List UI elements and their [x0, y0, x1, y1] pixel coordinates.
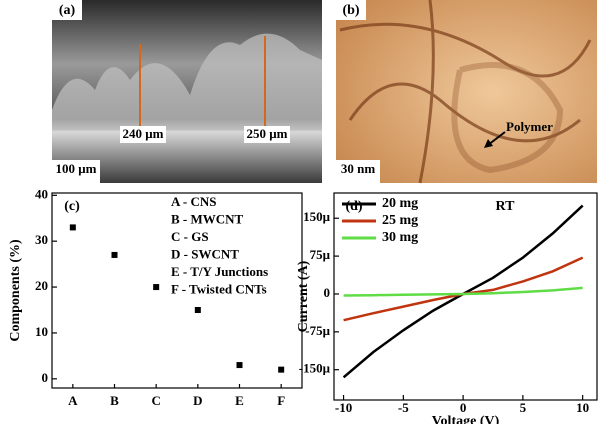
- series-line: [343, 286, 583, 297]
- scale-bar-label: 30 nm: [341, 161, 375, 176]
- y-tick-label: 10: [35, 324, 48, 339]
- y-tick-label: -75μ: [305, 323, 330, 338]
- x-tick-label: 5: [520, 400, 527, 415]
- legend-text: E - T/Y Junctions: [171, 264, 268, 279]
- point: [153, 284, 160, 291]
- x-tick-label: B: [110, 393, 119, 408]
- label-box: [244, 126, 290, 143]
- legend-label: 30 mg: [382, 230, 418, 245]
- nanotube: [418, 0, 435, 184]
- scale-bar-box: [336, 160, 380, 183]
- legend-text: C - GS: [171, 229, 209, 244]
- y-tick-label: 75μ: [310, 247, 331, 262]
- point: [278, 366, 285, 373]
- panel-label: (c): [64, 199, 80, 214]
- label-box: [52, 0, 82, 20]
- x-tick-label: 10: [576, 400, 589, 415]
- x-tick-label: F: [277, 393, 285, 408]
- panel-label: (b): [342, 3, 359, 18]
- x-tick-label: -5: [398, 400, 409, 415]
- y-tick-label: 0: [324, 285, 331, 300]
- plot-frame: [333, 192, 598, 401]
- arrowhead: [484, 139, 493, 148]
- micrograph-b: (b) Polymer 30 nm: [336, 0, 597, 184]
- x-tick-label: E: [235, 393, 244, 408]
- nanotube: [339, 22, 592, 78]
- y-tick-label: 40: [35, 186, 48, 201]
- series-line: [343, 256, 584, 322]
- x-tick-label: C: [151, 393, 160, 408]
- x-tick-label: A: [68, 393, 78, 408]
- legend-label: 25 mg: [382, 213, 418, 228]
- y-tick-label: 20: [35, 278, 48, 293]
- y-tick-label: -150μ: [299, 361, 331, 376]
- scale-bar-label: 100 μm: [56, 161, 97, 176]
- annotation: 250 μm: [247, 126, 288, 141]
- panel-label: (a): [59, 3, 76, 18]
- x-axis-label: Voltage (V): [432, 414, 500, 424]
- annotation: 240 μm: [123, 126, 164, 141]
- annotation: Polymer: [506, 119, 553, 134]
- scale-bar-box: [52, 160, 100, 183]
- arrow: [487, 131, 506, 146]
- label-box: [336, 0, 366, 20]
- point: [236, 362, 243, 369]
- y-axis-label: Current (A): [296, 260, 311, 332]
- legend-text: B - MWCNT: [171, 211, 244, 226]
- x-tick-label: D: [193, 393, 202, 408]
- nanotube: [348, 82, 581, 143]
- y-tick-label: 0: [42, 370, 49, 385]
- polymer-ring: [451, 62, 564, 174]
- label-box: [120, 126, 166, 143]
- point: [194, 307, 201, 313]
- legend-text: A - CNS: [171, 194, 217, 209]
- plot-frame: [51, 192, 303, 389]
- x-tick-label: -10: [335, 400, 352, 415]
- panel-label: (d): [345, 199, 362, 214]
- cnt-forest: [52, 33, 322, 130]
- micrograph-a: (a) 240 μm 250 μm 100 μm: [52, 0, 322, 183]
- point: [111, 251, 118, 258]
- point: [69, 224, 76, 231]
- legend-text: D - SWCNT: [171, 246, 239, 261]
- legend-text: F - Twisted CNTs: [171, 281, 267, 296]
- y-tick-label: 150μ: [303, 209, 331, 224]
- y-axis-label: Components (%): [8, 239, 23, 342]
- annotation: RT: [496, 199, 516, 214]
- legend-label: 20 mg: [382, 196, 418, 211]
- x-tick-label: 0: [460, 400, 467, 415]
- y-tick-label: 30: [35, 232, 48, 247]
